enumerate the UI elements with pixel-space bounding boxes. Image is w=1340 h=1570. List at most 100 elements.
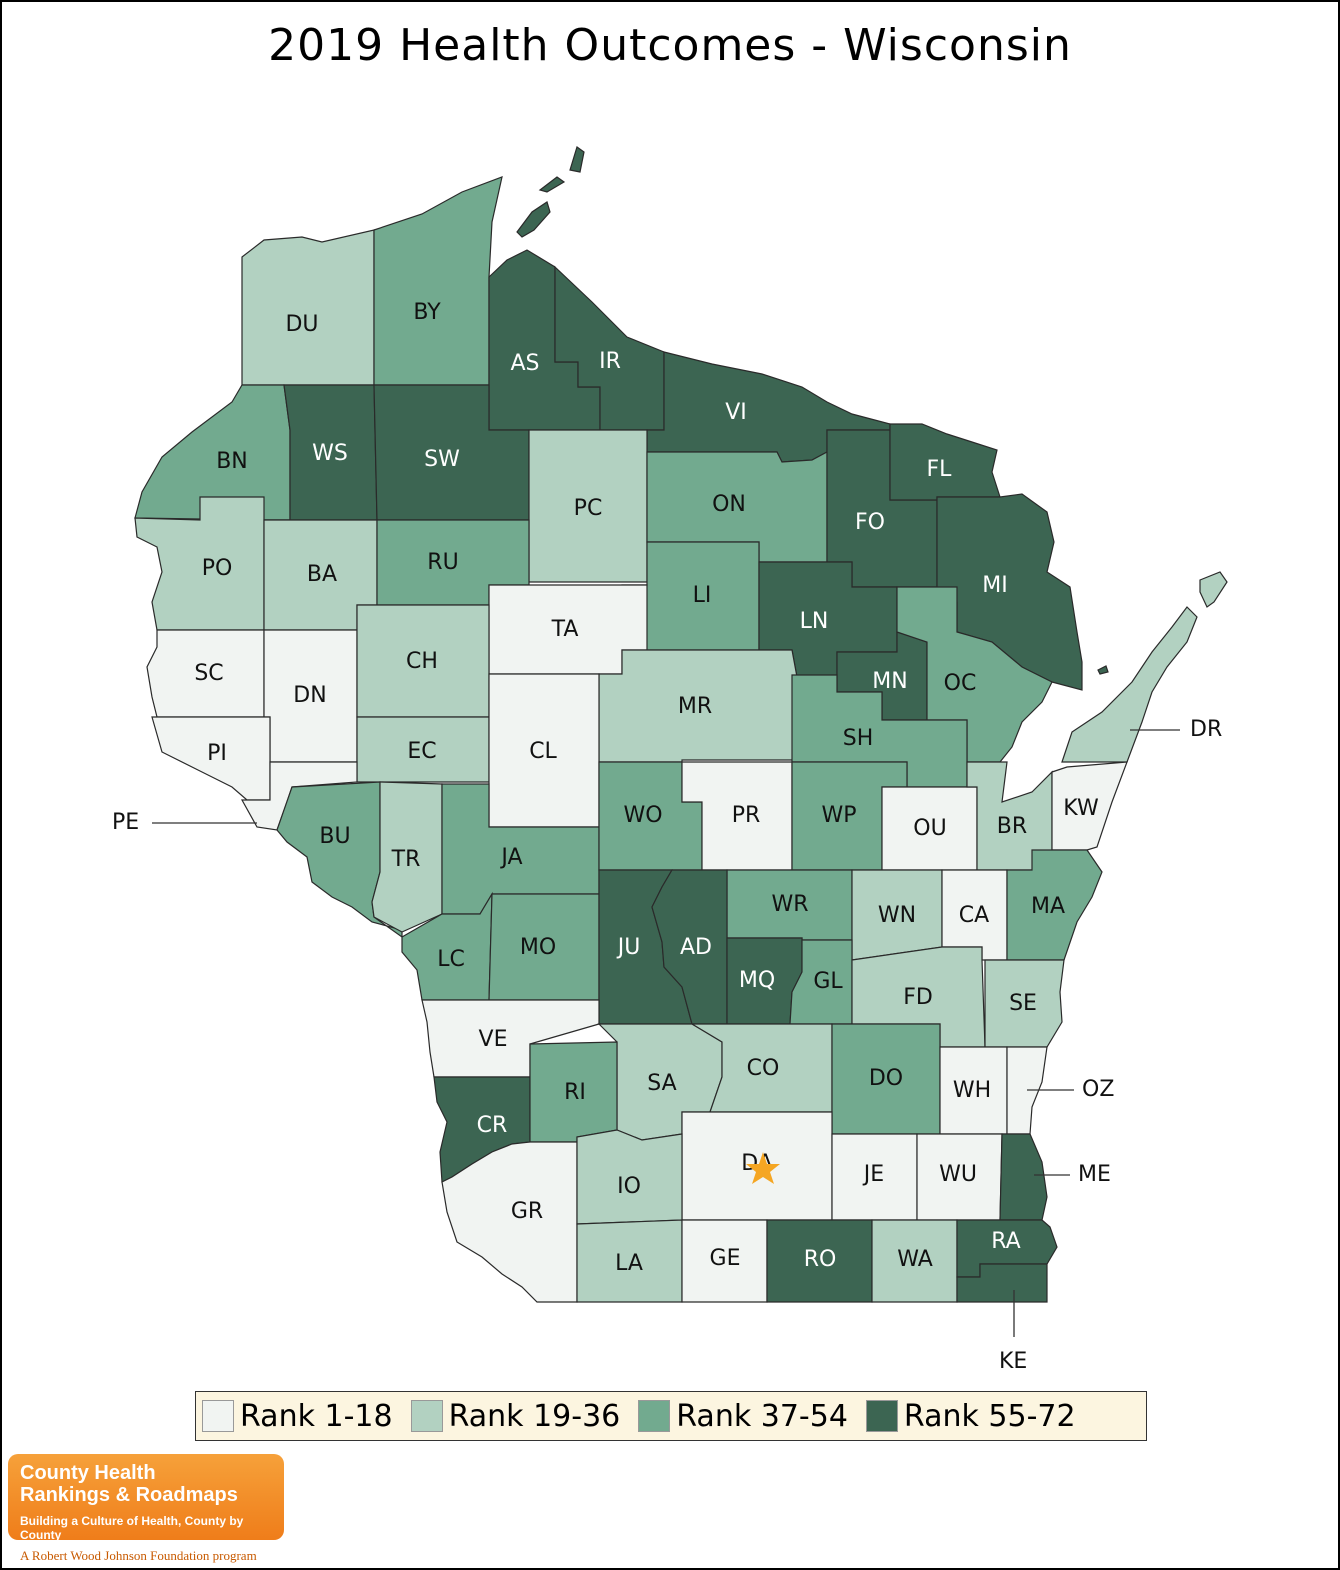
county-label-fl: FL: [927, 457, 953, 482]
county-label-wp: WP: [821, 803, 856, 828]
county-label-oc: OC: [944, 671, 977, 696]
legend-label: Rank 19-36: [448, 1398, 621, 1434]
county-label-ta: TA: [551, 617, 579, 642]
county-label-wr: WR: [771, 892, 808, 917]
county-label-pr: PR: [732, 803, 761, 828]
county-label-fo: FO: [855, 510, 885, 535]
county-label-ma: MA: [1031, 894, 1065, 919]
map-title: 2019 Health Outcomes - Wisconsin: [268, 20, 1072, 71]
county-label-wn: WN: [878, 903, 916, 928]
county-du: [241, 229, 375, 386]
county-label-ad: AD: [680, 935, 712, 960]
county-label-tr: TR: [391, 847, 421, 872]
county-label-ec: EC: [407, 739, 436, 764]
legend-swatch: [410, 1400, 443, 1432]
legend: Rank 1-18 Rank 19-36 Rank 37-54 Rank 55-…: [195, 1391, 1147, 1441]
county-mr: [598, 649, 798, 763]
county-label-vi: VI: [725, 400, 747, 425]
county-label-mn: MN: [872, 669, 907, 694]
county-label-io: IO: [617, 1174, 641, 1199]
legend-label: Rank 37-54: [676, 1398, 848, 1434]
legend-item-rank-37-54: Rank 37-54: [638, 1399, 848, 1434]
county-label-ln: LN: [800, 609, 829, 634]
county-label-br: BR: [997, 814, 1027, 839]
county-label-ge: GE: [710, 1246, 741, 1271]
county-label-ca: CA: [959, 903, 989, 928]
county-label-la: LA: [615, 1251, 643, 1276]
county-label-dn: DN: [293, 683, 326, 708]
legend-swatch: [865, 1400, 898, 1432]
county-label-mo: MO: [520, 935, 556, 960]
legend-label: Rank 55-72: [903, 1398, 1076, 1434]
county-dr-island: [1199, 571, 1228, 608]
foundation-credit: A Robert Wood Johnson Foundation program: [20, 1548, 257, 1563]
county-me: [999, 1133, 1048, 1221]
county-label-on: ON: [712, 492, 746, 517]
county-label-ru: RU: [427, 550, 458, 575]
legend-swatch: [638, 1400, 671, 1432]
county-label-cl: CL: [529, 739, 557, 764]
county-label-cr: CR: [477, 1113, 508, 1138]
capital-star-icon: [746, 1152, 780, 1184]
county-label-se: SE: [1009, 991, 1037, 1016]
logo-line-1: County Health: [20, 1462, 156, 1484]
county-label-dr: DR: [1190, 717, 1222, 742]
county-label-du: DU: [285, 312, 318, 337]
logo-tagline: Building a Culture of Health, County by …: [20, 1514, 244, 1542]
county-label-gl: GL: [813, 969, 843, 994]
logo-line-2: Rankings & Roadmaps: [20, 1484, 238, 1506]
county-pe: [240, 761, 358, 831]
county-label-gr: GR: [511, 1199, 543, 1224]
legend-item-rank-55-72: Rank 55-72: [865, 1398, 1076, 1434]
county-label-mr: MR: [678, 694, 712, 719]
county-by: [373, 176, 503, 386]
legend-label: Rank 1-18: [240, 1398, 393, 1434]
county-label-co: CO: [747, 1056, 780, 1081]
county-label-kw: KW: [1063, 796, 1099, 821]
county-label-je: JE: [862, 1162, 884, 1187]
county-label-lc: LC: [437, 947, 465, 972]
county-label-wa: WA: [897, 1247, 933, 1272]
county-label-sa: SA: [647, 1071, 676, 1096]
county-label-ju: JU: [616, 935, 641, 960]
county-label-ir: IR: [599, 349, 621, 374]
county-label-ja: JA: [499, 845, 522, 870]
county-label-oz: OZ: [1082, 1077, 1114, 1102]
county-label-ws: WS: [312, 441, 348, 466]
county-ma: [1006, 849, 1103, 961]
county-label-bu: BU: [319, 824, 350, 849]
county-label-ba: BA: [307, 562, 337, 587]
county-label-li: LI: [693, 583, 712, 608]
legend-item-rank-1-18: Rank 1-18: [202, 1399, 393, 1434]
county-label-mi: MI: [982, 573, 1007, 598]
county-label-do: DO: [869, 1066, 903, 1091]
county-label-ch: CH: [406, 649, 438, 674]
county-as-island: [569, 146, 585, 173]
county-label-pe: PE: [112, 810, 139, 835]
county-health-rankings-logo: County Health Rankings & Roadmaps Buildi…: [8, 1454, 284, 1542]
county-label-ou: OU: [913, 816, 946, 841]
county-label-ve: VE: [479, 1027, 508, 1052]
county-label-sw: SW: [424, 447, 460, 472]
county-label-wh: WH: [953, 1078, 991, 1103]
county-ke: [956, 1263, 1048, 1303]
county-label-sc: SC: [194, 661, 223, 686]
county-label-me: ME: [1078, 1162, 1111, 1187]
county-as-island: [538, 176, 566, 193]
legend-item-rank-19-36: Rank 19-36: [410, 1398, 621, 1434]
county-label-bn: BN: [216, 449, 248, 474]
county-label-ro: RO: [804, 1247, 837, 1272]
county-label-as: AS: [510, 351, 539, 376]
county-mi-island: [1097, 665, 1109, 675]
county-label-pc: PC: [574, 496, 603, 521]
county-label-po: PO: [202, 556, 233, 581]
county-label-by: BY: [413, 300, 441, 325]
county-label-fd: FD: [903, 985, 933, 1010]
county-label-mq: MQ: [739, 968, 775, 993]
county-label-wu: WU: [939, 1162, 977, 1187]
county-as-island: [516, 201, 551, 238]
county-label-sh: SH: [843, 726, 874, 751]
county-label-ke: KE: [999, 1349, 1027, 1374]
